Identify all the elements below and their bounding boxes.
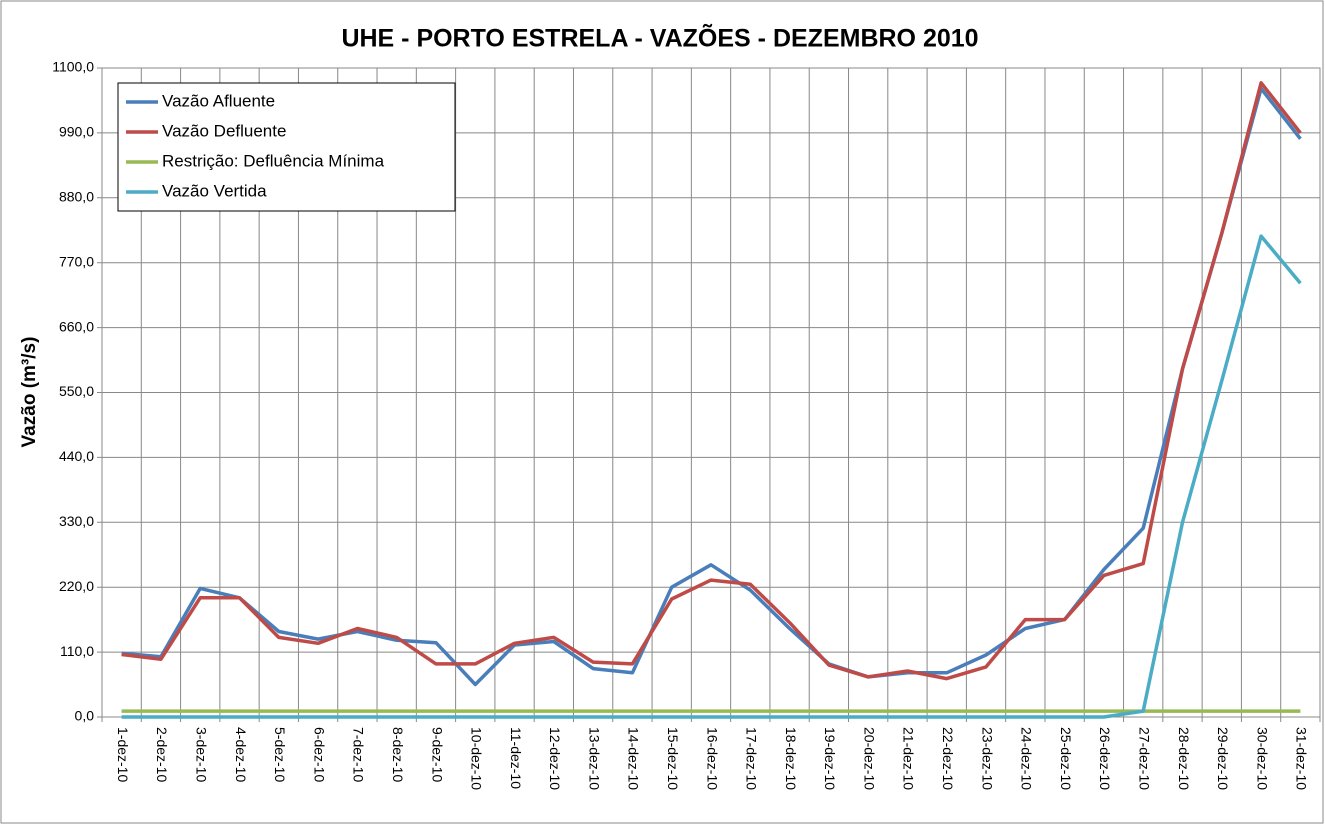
x-tick-label: 25-dez-10 (1058, 727, 1074, 790)
x-tick-label: 22-dez-10 (940, 727, 956, 790)
x-tick-label: 1-dez-10 (115, 727, 131, 782)
legend-label: Vazão Defluente (162, 121, 286, 140)
x-tick-label: 12-dez-10 (547, 727, 563, 790)
x-tick-label: 14-dez-10 (626, 727, 642, 790)
series-line (121, 234, 1302, 719)
y-tick-label: 110,0 (60, 643, 94, 659)
y-tick-label: 660,0 (59, 318, 94, 334)
x-tick-label: 31-dez-10 (1294, 727, 1310, 790)
y-tick-label: 330,0 (59, 513, 94, 529)
series-line (121, 86, 1302, 687)
y-tick-label: 770,0 (59, 253, 94, 269)
series-line (121, 81, 1302, 681)
x-tick-label: 27-dez-10 (1136, 727, 1152, 790)
y-tick-label: 550,0 (59, 383, 94, 399)
x-tick-label: 16-dez-10 (704, 727, 720, 790)
x-tick-label: 13-dez-10 (586, 727, 602, 790)
x-tick-label: 2-dez-10 (154, 727, 170, 782)
x-tick-label: 11-dez-10 (508, 727, 524, 789)
y-tick-label: 220,0 (59, 578, 94, 594)
x-tick-label: 9-dez-10 (429, 727, 445, 782)
legend-label: Vazão Vertida (162, 181, 267, 200)
x-tick-label: 19-dez-10 (822, 727, 838, 790)
x-tick-label: 18-dez-10 (783, 727, 799, 790)
y-tick-label: 990,0 (59, 124, 94, 140)
x-tick-label: 17-dez-10 (744, 727, 760, 790)
y-tick-label: 880,0 (59, 189, 94, 205)
y-tick-label: 440,0 (59, 448, 94, 464)
y-axis-label: Vazão (m³/s) (19, 337, 40, 448)
x-tick-label: 4-dez-10 (233, 727, 249, 782)
x-tick-label: 24-dez-10 (1019, 727, 1035, 790)
x-tick-label: 30-dez-10 (1254, 727, 1270, 790)
legend-label: Vazão Afluente (162, 91, 275, 110)
y-tick-label: 0,0 (75, 708, 95, 724)
chart-title: UHE - PORTO ESTRELA - VAZÕES - DEZEMBRO … (341, 23, 978, 53)
x-tick-label: 15-dez-10 (665, 727, 681, 790)
legend-label: Restrição: Defluência Mínima (162, 151, 385, 170)
x-tick-label: 7-dez-10 (351, 727, 367, 782)
x-tick-label: 21-dez-10 (901, 727, 917, 790)
x-tick-label: 26-dez-10 (1097, 727, 1113, 790)
x-tick-label: 23-dez-10 (979, 727, 995, 790)
x-tick-label: 8-dez-10 (390, 727, 406, 782)
x-tick-label: 28-dez-10 (1176, 727, 1192, 790)
x-tick-label: 6-dez-10 (311, 727, 327, 782)
x-tick-label: 5-dez-10 (272, 727, 288, 782)
x-tick-label: 3-dez-10 (194, 727, 210, 782)
x-tick-label: 10-dez-10 (469, 727, 485, 790)
legend-box (117, 82, 456, 212)
x-tick-label: 20-dez-10 (861, 727, 877, 790)
x-tick-label: 29-dez-10 (1215, 727, 1231, 790)
y-tick-label: 1100,0 (52, 59, 94, 75)
